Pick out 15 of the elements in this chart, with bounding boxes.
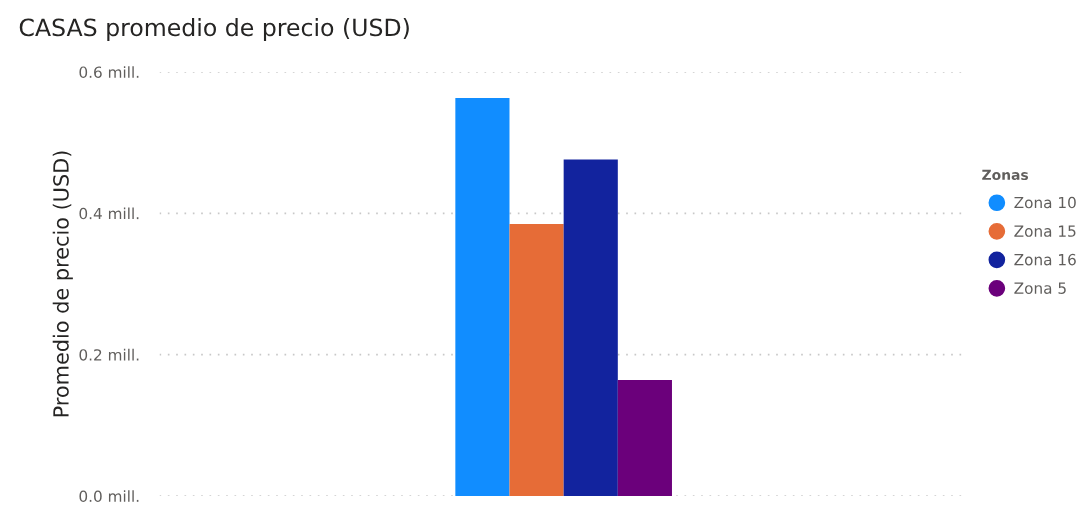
bar	[455, 98, 510, 497]
legend-label: Zona 15	[1014, 225, 1076, 237]
y-tick-label: 0.0 mill.	[79, 490, 139, 503]
y-tick-label: 0.4 mill.	[79, 207, 139, 220]
y-tick-label: 0.6 mill.	[79, 66, 139, 78]
bar	[509, 223, 564, 497]
legend-title: Zonas	[982, 169, 1029, 181]
chart-title: CASAS promedio de precio (USD)	[19, 18, 409, 41]
y-tick-label: 0.2 mill.	[79, 348, 139, 361]
legend-label: Zona 16	[1014, 253, 1076, 266]
legend-label: Zona 5	[1014, 282, 1066, 294]
legend-label: Zona 10	[1014, 196, 1076, 209]
y-axis-title: Promedio de precio (USD)	[52, 151, 73, 417]
bar	[563, 159, 618, 497]
bar	[617, 380, 672, 497]
